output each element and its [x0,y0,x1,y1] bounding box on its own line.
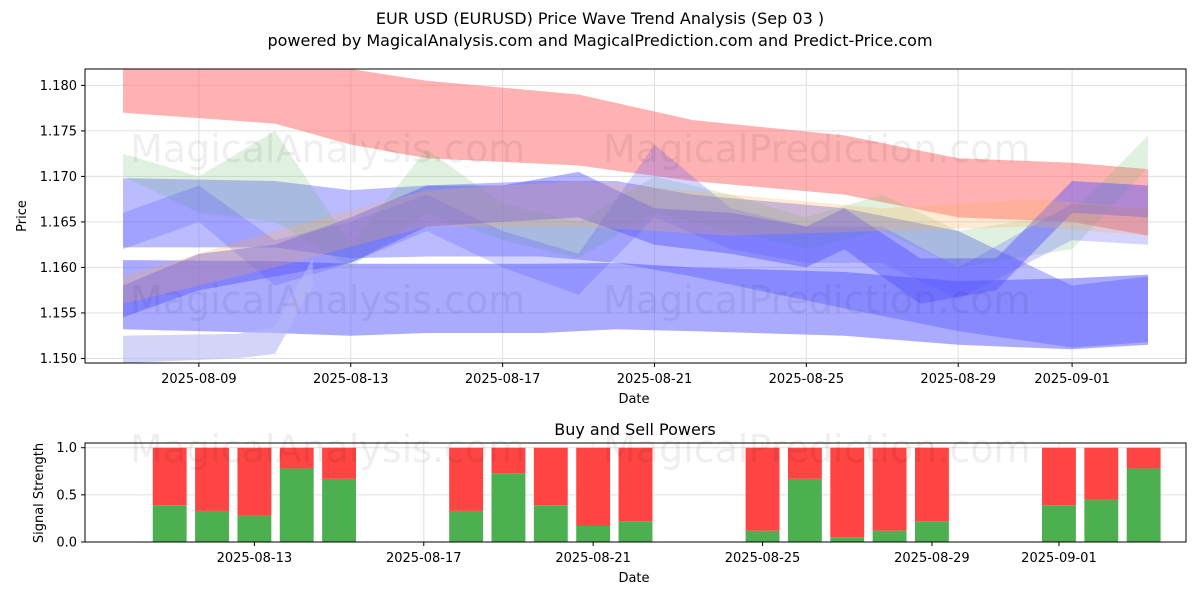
power-x-tick-label: 2025-08-29 [894,551,970,566]
price-axes-frame [84,68,1187,364]
buy-bar [195,510,229,542]
price-x-tick-label: 2025-08-13 [313,372,389,387]
sell-bar [1042,447,1076,506]
price-y-label: Price [15,200,30,232]
buy-bar [914,521,949,542]
power-x-ticks: 2025-08-13 2025-08-17 2025-08-21 2025-08-25… [217,542,1097,566]
sell-bar [491,447,526,474]
buy-bar [576,525,611,542]
price-y-ticks: 1.150 1.155 1.160 1.165 1.170 1.175 1.180 [40,79,85,367]
price-y-tick-label: 1.170 [40,170,77,185]
buy-bar [1126,468,1161,542]
power-title: Buy and Sell Powers [554,420,716,439]
price-band-blue [123,144,1148,300]
sell-bar [152,447,187,506]
buy-bar [237,515,272,542]
buy-bar [1042,505,1076,542]
buy-bar [279,468,314,542]
power-y-tick-label: 0.5 [56,488,77,503]
power-x-tick-label: 2025-09-01 [1021,551,1097,566]
sell-bar [279,447,314,469]
watermark-prediction-3: MagicalPrediction.com [603,427,1031,471]
power-x-tick-label: 2025-08-25 [725,551,801,566]
sell-bar [533,447,568,506]
buy-bar [830,537,865,542]
price-y-tick-label: 1.155 [40,306,77,321]
sell-bar [914,447,949,522]
price-y-tick-label: 1.150 [40,352,77,367]
buy-bar [533,505,568,542]
buy-bar [745,530,780,542]
power-bars [152,447,1161,542]
buy-bar [152,505,187,542]
chart-subtitle: powered by MagicalAnalysis.com and Magic… [267,31,933,50]
power-y-label: Signal Strength [32,443,47,543]
power-x-label: Date [618,571,649,586]
power-y-tick-label: 0.0 [56,536,77,551]
price-x-tick-label: 2025-08-25 [769,372,845,387]
price-x-tick-label: 2025-08-21 [617,372,693,387]
price-band-orange [123,181,1148,304]
chart-title: EUR USD (EURUSD) Price Wave Trend Analys… [375,9,825,28]
sell-bar [237,447,272,516]
watermark-prediction: MagicalPrediction.com [603,127,1031,171]
buy-bar [787,478,822,542]
watermark-analysis-3: MagicalAnalysis.com [130,427,525,471]
price-band-red [123,69,1148,236]
price-x-tick-label: 2025-08-29 [920,372,996,387]
sell-bar [872,447,907,531]
power-x-tick-label: 2025-08-13 [217,551,293,566]
power-x-tick-label: 2025-08-17 [386,551,462,566]
sell-bar [618,447,653,522]
price-band-green [123,130,1148,268]
power-x-tick-label: 2025-08-21 [555,551,631,566]
price-band-blue [123,171,1148,318]
watermark-prediction-2: MagicalPrediction.com [603,278,1031,322]
price-band-lavender [123,258,313,363]
price-x-label: Date [618,392,649,407]
buy-bar [322,478,357,542]
price-x-tick-label: 2025-08-09 [161,372,237,387]
buy-bar [872,530,907,542]
sell-bar [1084,447,1119,500]
price-band-blue [123,178,1148,348]
sell-bar [195,447,229,511]
sell-bar [576,447,611,526]
price-y-tick-label: 1.160 [40,261,77,276]
power-y-tick-label: 1.0 [56,441,77,456]
buy-bar [491,473,526,542]
sell-bar [1126,447,1161,469]
buy-bar [1084,499,1119,542]
sell-bar [787,447,822,479]
watermark-analysis-2: MagicalAnalysis.com [130,278,525,322]
price-band-blue [123,260,1148,350]
price-x-ticks: 2025-08-09 2025-08-13 2025-08-17 2025-08-21… [161,363,1110,387]
power-axes-frame [84,442,1187,543]
sell-bar [745,447,780,531]
buy-bar [449,510,484,542]
watermark-analysis: MagicalAnalysis.com [130,127,525,171]
power-y-ticks: 0.0 0.5 1.0 [56,441,85,551]
buy-bar [618,521,653,542]
price-y-tick-label: 1.180 [40,79,77,94]
price-bands [123,69,1148,363]
price-x-tick-label: 2025-09-01 [1034,372,1110,387]
sell-bar [449,447,484,511]
price-y-tick-label: 1.175 [40,124,77,139]
sell-bar [322,447,357,479]
price-x-tick-label: 2025-08-17 [465,372,541,387]
sell-bar [830,447,865,538]
price-y-tick-label: 1.165 [40,215,77,230]
